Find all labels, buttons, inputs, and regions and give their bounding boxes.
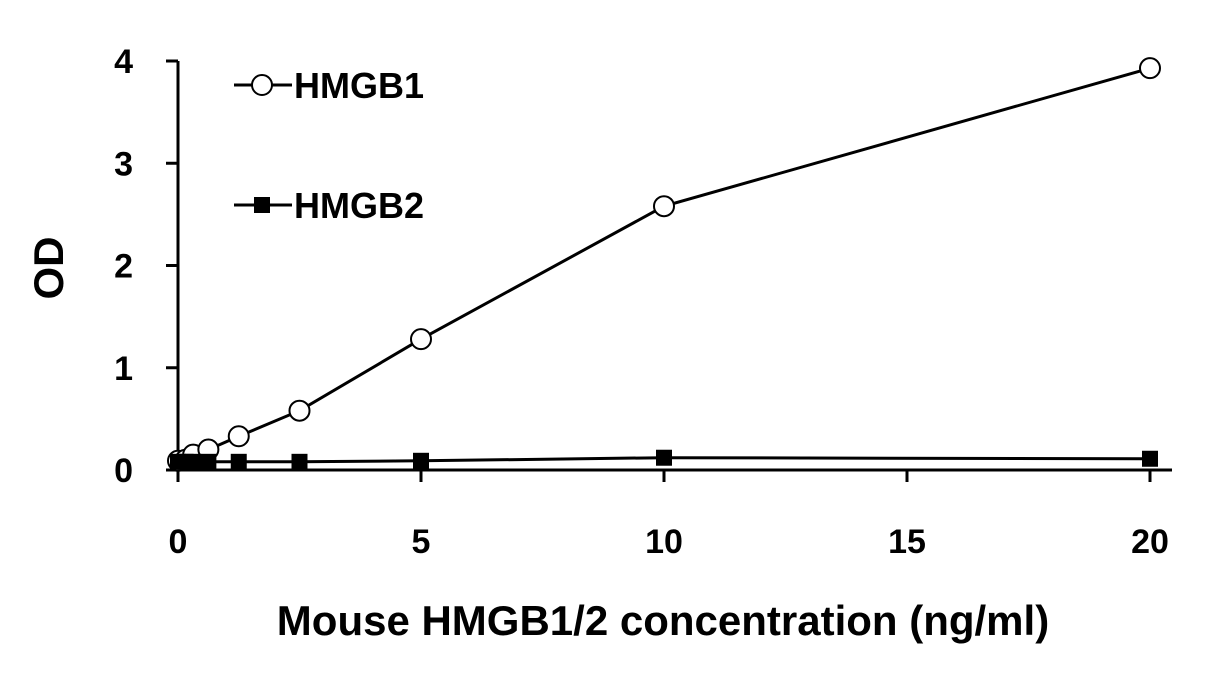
- legend-label: HMGB2: [294, 185, 424, 226]
- x-tick-label: 10: [645, 523, 683, 561]
- legend-item-hmgb2: HMGB2: [234, 185, 424, 226]
- y-tick-label: 1: [114, 350, 133, 388]
- series-hmgb1: [167, 57, 1161, 472]
- y-tick-label: 3: [114, 145, 133, 183]
- data-point: [1142, 450, 1158, 467]
- legend-label: HMGB1: [294, 65, 424, 106]
- x-ticks: 0 5 10 15 20: [169, 470, 1169, 561]
- y-tick-label: 2: [114, 248, 133, 286]
- legend-marker: [254, 197, 270, 213]
- x-tick-label: 0: [169, 523, 188, 561]
- data-point: [200, 453, 217, 470]
- data-point: [291, 453, 308, 470]
- series-line: [177, 66, 1151, 463]
- y-ticks: 0 1 2 3 4: [114, 43, 178, 490]
- x-axis-label: Mouse HMGB1/2 concentration (ng/ml): [277, 597, 1049, 644]
- series-layer: [167, 57, 1161, 472]
- x-tick-label: 15: [888, 523, 926, 561]
- data-point: [410, 328, 432, 351]
- y-tick-label: 0: [114, 452, 133, 490]
- data-point: [185, 453, 202, 470]
- data-point: [1139, 57, 1161, 80]
- data-point: [227, 425, 250, 448]
- axes: [176, 61, 1172, 472]
- legend: HMGB1 HMGB2: [234, 65, 424, 226]
- y-axis-label: OD: [25, 237, 72, 300]
- data-point: [653, 195, 675, 218]
- legend-item-hmgb1: HMGB1: [234, 65, 424, 106]
- data-point: [413, 452, 429, 469]
- data-point: [230, 453, 247, 470]
- x-tick-label: 5: [412, 523, 431, 561]
- data-point: [656, 449, 672, 466]
- x-tick-label: 20: [1131, 523, 1169, 561]
- y-tick-label: 4: [114, 43, 133, 81]
- data-point: [288, 399, 311, 422]
- series-hmgb2: [170, 449, 1158, 470]
- legend-marker: [251, 74, 273, 96]
